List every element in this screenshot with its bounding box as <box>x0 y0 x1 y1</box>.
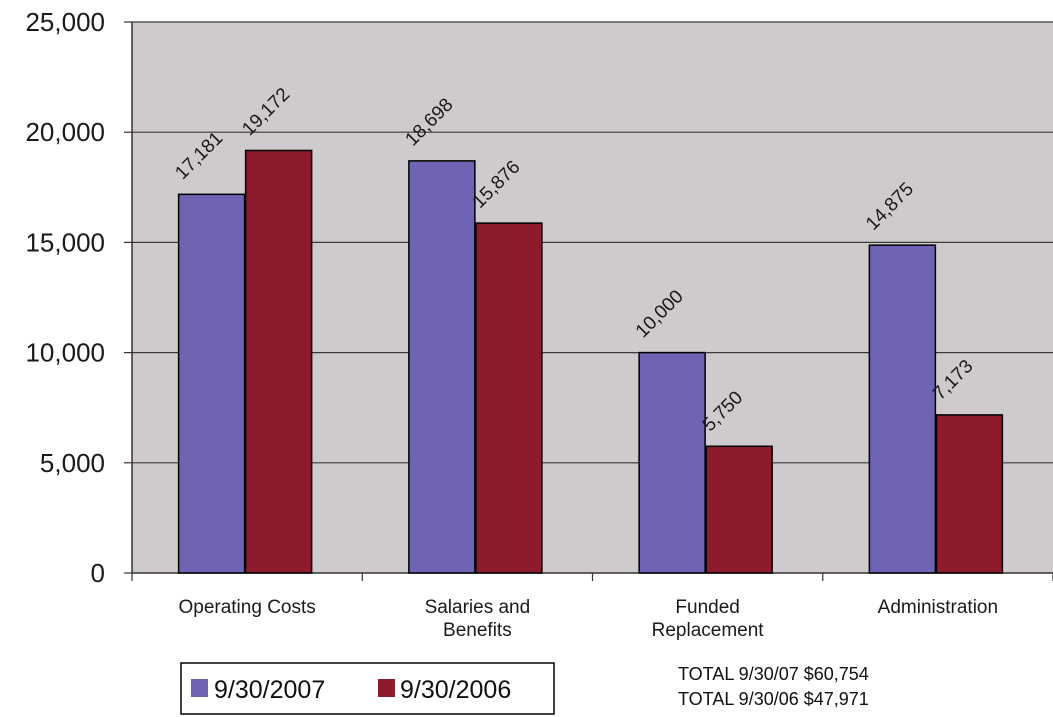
bar-9-30-2007 <box>177 193 246 574</box>
total-2007: TOTAL 9/30/07 $60,754 <box>678 664 869 684</box>
legend-swatch-2006 <box>378 679 395 697</box>
x-category-label: Administration <box>878 597 998 618</box>
y-tick-label: 0 <box>91 558 105 588</box>
legend-label-2007: 9/30/2007 <box>214 676 325 704</box>
y-tick-label: 20,000 <box>25 117 105 147</box>
bar-9-30-2007 <box>638 351 706 574</box>
legend-box <box>180 662 555 715</box>
x-category-label: Funded Replacement <box>652 597 765 641</box>
x-category-label: Salaries and Benefits <box>425 597 531 641</box>
total-2006: TOTAL 9/30/06 $47,971 <box>678 689 869 709</box>
bar-9-30-2007 <box>868 244 937 574</box>
y-tick-label: 10,000 <box>25 338 105 368</box>
bars <box>177 149 1004 574</box>
legend: 9/30/2007 9/30/2006 <box>180 662 555 715</box>
legend-label-2006: 9/30/2006 <box>400 676 511 704</box>
x-category-label: Operating Costs <box>178 597 315 618</box>
bar-9-30-2006 <box>244 149 313 574</box>
y-axis: 0 5,000 10,000 15,000 20,000 25,000 <box>25 7 133 588</box>
x-axis: Operating Costs Salaries and Benefits Funde… <box>131 572 1053 641</box>
bar-9-30-2006 <box>475 222 543 574</box>
bar-9-30-2006 <box>705 445 773 574</box>
bar-9-30-2006 <box>935 414 1004 574</box>
bar-9-30-2007 <box>408 160 476 574</box>
legend-swatch-2007 <box>191 679 208 697</box>
y-tick-label: 15,000 <box>25 227 105 257</box>
y-tick-label: 5,000 <box>40 448 105 478</box>
y-tick-label: 25,000 <box>25 7 105 37</box>
